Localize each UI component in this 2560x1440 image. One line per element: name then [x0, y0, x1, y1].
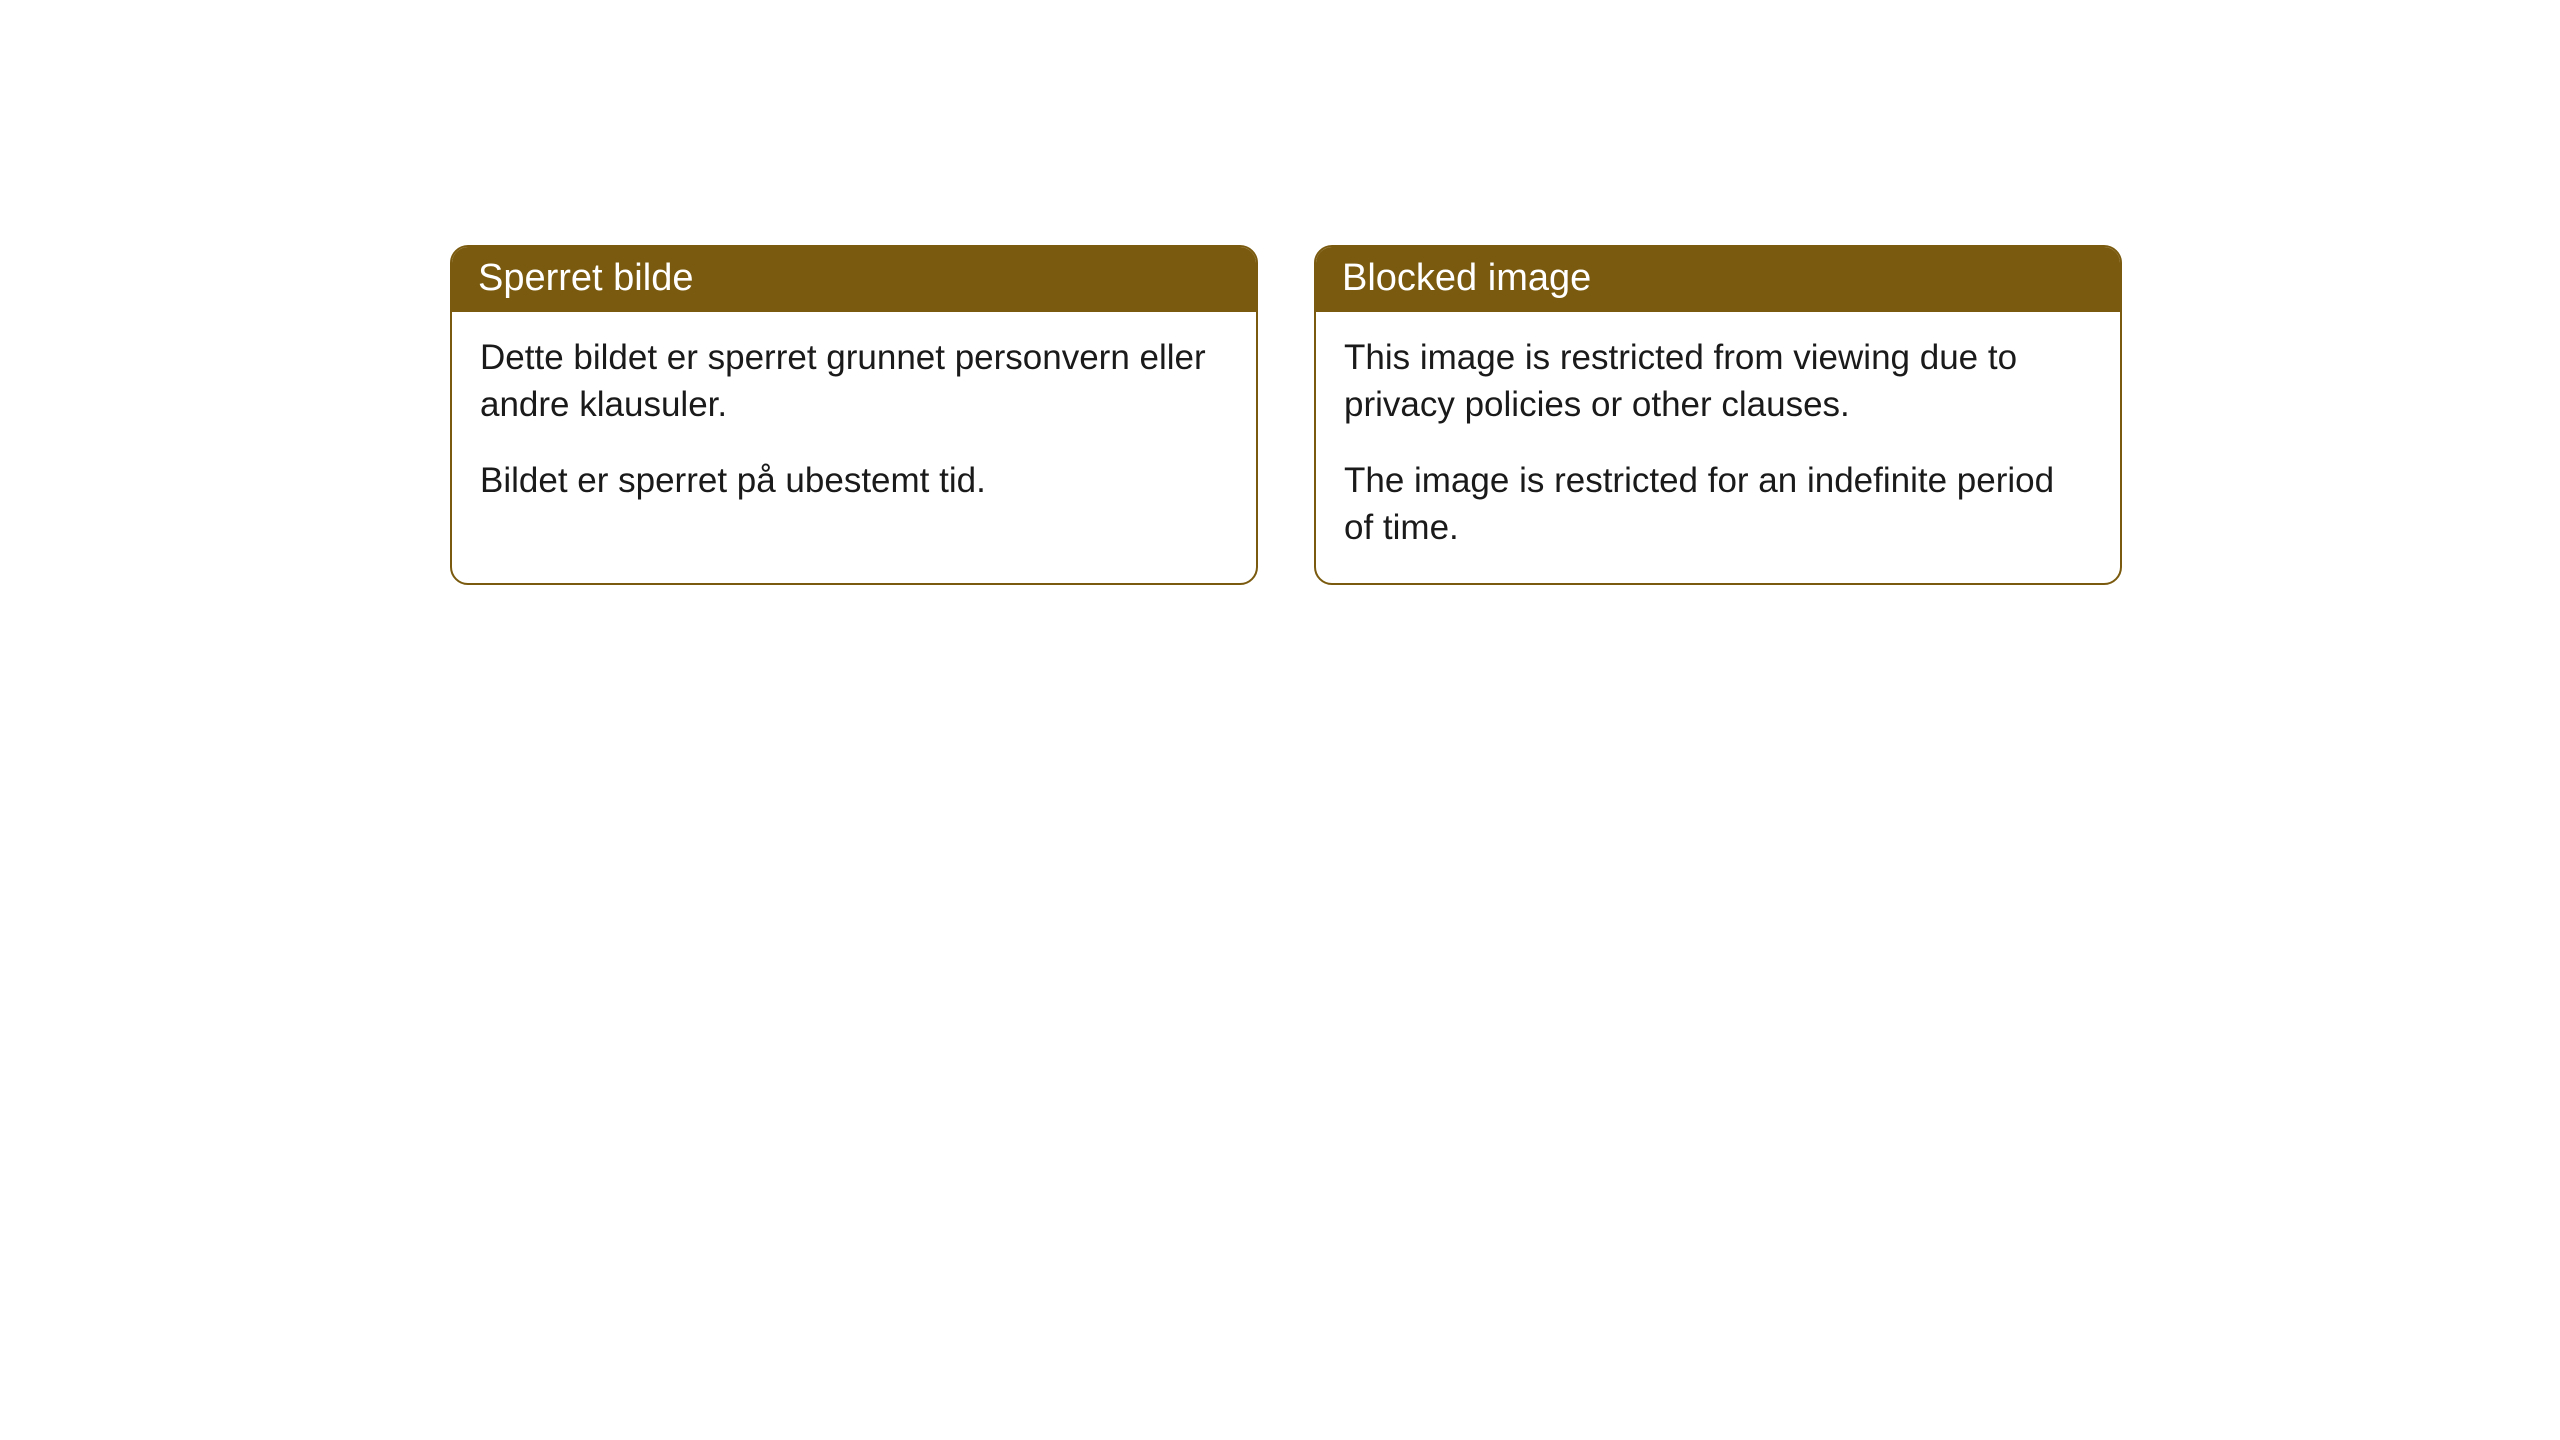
card-header: Sperret bilde [452, 247, 1256, 312]
card-paragraph: The image is restricted for an indefinit… [1344, 457, 2092, 552]
notice-card-norwegian: Sperret bilde Dette bildet er sperret gr… [450, 245, 1258, 585]
card-paragraph: Dette bildet er sperret grunnet personve… [480, 334, 1228, 429]
card-title: Blocked image [1342, 257, 1591, 299]
card-paragraph: This image is restricted from viewing du… [1344, 334, 2092, 429]
card-title: Sperret bilde [478, 257, 693, 299]
notice-card-english: Blocked image This image is restricted f… [1314, 245, 2122, 585]
card-body: This image is restricted from viewing du… [1316, 312, 2120, 583]
card-paragraph: Bildet er sperret på ubestemt tid. [480, 457, 1228, 504]
notice-cards-container: Sperret bilde Dette bildet er sperret gr… [450, 245, 2560, 585]
card-body: Dette bildet er sperret grunnet personve… [452, 312, 1256, 536]
card-header: Blocked image [1316, 247, 2120, 312]
